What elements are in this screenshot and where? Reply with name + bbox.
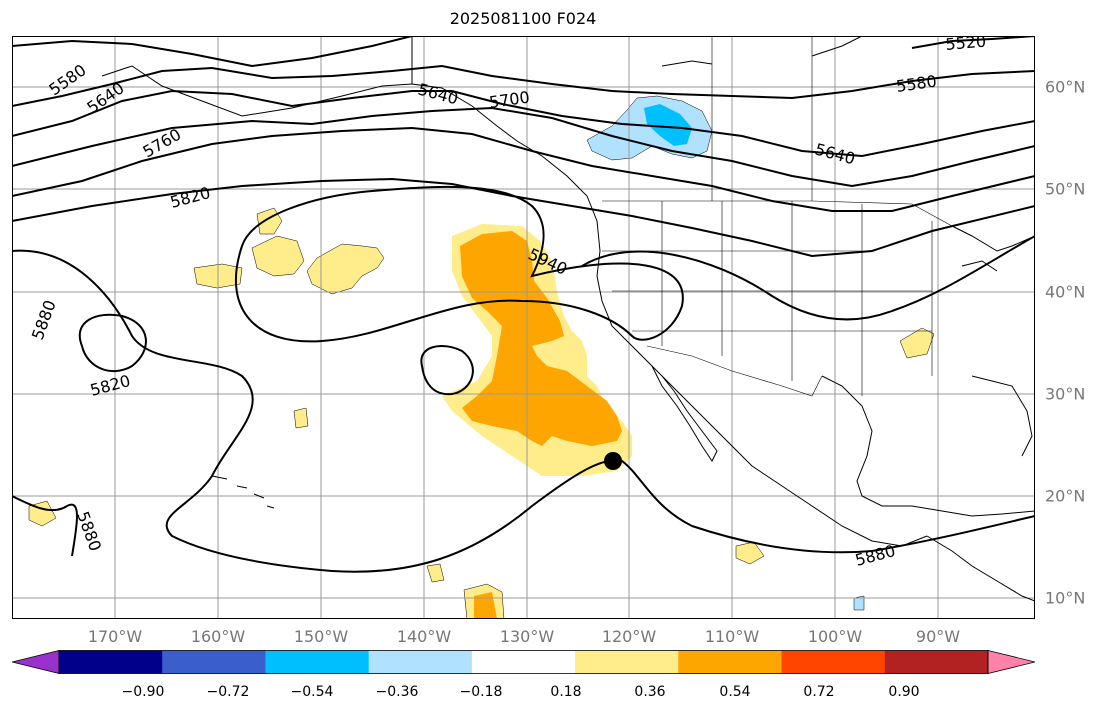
contour-label: 5820 (88, 371, 132, 400)
colorbar-tick-label: 0.18 (550, 684, 582, 700)
political-borders (602, 36, 953, 397)
colorbar-tick-label: −0.36 (375, 684, 419, 700)
orange-field-south-2 (474, 592, 497, 619)
colorbar-tick-label: −0.18 (459, 684, 503, 700)
contour-label: 5640 (83, 78, 127, 117)
blue-field-light (586, 95, 713, 161)
colorbar-segment (471, 650, 576, 674)
lon-label-100w: 100°W (807, 627, 863, 646)
colorbar-extend-min (12, 650, 60, 674)
contour-label: 5520 (945, 36, 987, 54)
colorbar-segment (884, 650, 989, 674)
colorbar-tick-label: 0.90 (888, 684, 920, 700)
contour-5520 (12, 36, 1035, 68)
gulf-of-mexico-coast (821, 375, 1035, 517)
alaska-coast (101, 65, 413, 117)
lon-label-170w: 170°W (87, 627, 143, 646)
us-mexico-border (646, 345, 823, 397)
lon-label-120w: 120°W (601, 627, 657, 646)
north-america-west-coast (411, 36, 928, 547)
hawaii-islands (211, 475, 275, 509)
contour-5880-west (12, 495, 78, 557)
contour-5580 (12, 64, 1035, 107)
lon-label-110w: 110°W (704, 627, 760, 646)
lon-label-130w: 130°W (499, 627, 555, 646)
canada-provinces (711, 36, 813, 201)
central-america (926, 535, 1035, 602)
contour-label: 5580 (895, 71, 938, 95)
graticule (12, 36, 1035, 619)
great-lakes (951, 225, 1035, 272)
contour-5760 (12, 126, 1035, 212)
contour-5820-north (12, 177, 1035, 258)
yellow-field-west-1 (306, 243, 385, 295)
colorbar-segment (575, 650, 679, 674)
location-marker (604, 452, 622, 470)
blue-field-deep (644, 104, 692, 146)
colorbar-segment (781, 650, 886, 674)
contour-5700 (12, 106, 1035, 188)
lat-label-40n: 40°N (1045, 282, 1086, 302)
florida (971, 375, 1033, 457)
lat-label-30n: 30°N (1045, 384, 1086, 404)
colorbar (12, 650, 1035, 674)
contour-5820-ring (234, 185, 684, 343)
lon-label-140w: 140°W (396, 627, 452, 646)
hudson-bay (661, 36, 863, 67)
contour-label: 5880 (28, 298, 60, 343)
contour-label: 5880 (73, 509, 105, 554)
colorbar-tick-label: 0.72 (803, 684, 835, 700)
contour-5940 (581, 235, 1035, 321)
contour-5880 (12, 249, 1035, 573)
colorbar-segment (162, 650, 266, 674)
lat-label-20n: 20°N (1045, 486, 1086, 506)
yellow-field-south-1 (735, 541, 765, 565)
us-canada-border (602, 200, 953, 227)
height-contours (12, 36, 1035, 573)
orange-field-main (460, 231, 564, 346)
blue-field-small (853, 595, 865, 611)
map-title: 2025081100 F024 (449, 9, 597, 28)
map-panel: 5580 5640 5760 5820 5880 5820 5880 5640 … (12, 36, 1035, 619)
yellow-field-west-4 (256, 207, 283, 235)
colorbar-segment (678, 650, 783, 674)
contour-label: 5820 (168, 183, 212, 212)
state-borders (602, 201, 933, 396)
lat-label-50n: 50°N (1045, 179, 1086, 199)
lat-label-10n: 10°N (1045, 588, 1086, 608)
contour-label: 5580 (45, 60, 89, 99)
colorbar-tick-label: −0.72 (206, 684, 250, 700)
contour-small-loop (420, 345, 474, 396)
lat-label-60n: 60°N (1045, 77, 1086, 97)
coastlines (101, 36, 1035, 602)
colorbar-tick-label: −0.90 (121, 684, 165, 700)
colorbar-tick-label: 0.36 (634, 684, 666, 700)
colorbar-segment (59, 650, 163, 674)
yellow-field-small-2 (293, 407, 309, 429)
lon-label-150w: 150°W (293, 627, 349, 646)
contour-5640 (12, 89, 1035, 158)
yellow-field-west-2 (251, 235, 305, 277)
contour-5820-south-ring (78, 313, 147, 373)
contour-label: 5640 (416, 80, 460, 109)
yellow-field-texas (899, 327, 935, 359)
colorbar-tick-label: 0.54 (719, 684, 751, 700)
colorbar-tick-label: −0.54 (290, 684, 334, 700)
lon-label-90w: 90°W (915, 627, 961, 646)
colorbar-frame (58, 650, 989, 674)
contour-label: 5880 (853, 541, 897, 570)
yellow-field-small-1 (426, 563, 445, 583)
baja-peninsula (651, 365, 718, 462)
colorbar-segment (368, 650, 473, 674)
shaded-anomaly-fields (28, 95, 935, 619)
lon-label-160w: 160°W (190, 627, 246, 646)
orange-field-south (462, 326, 622, 446)
colorbar-segment (265, 650, 370, 674)
colorbar-extend-max (987, 650, 1035, 674)
map-frame (12, 36, 1035, 619)
